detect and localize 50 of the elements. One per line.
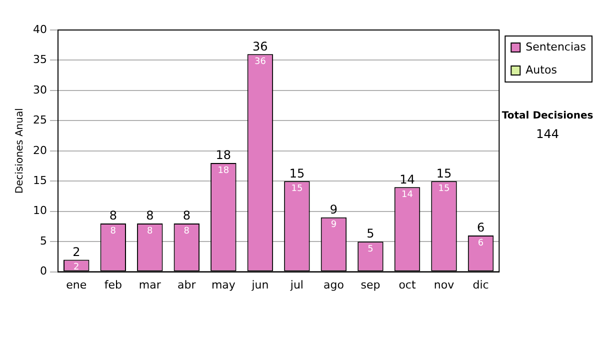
- total-label: 9: [330, 202, 338, 217]
- x-tick-label: ago: [323, 278, 344, 292]
- data-label: 9: [330, 220, 337, 230]
- data-label: 15: [291, 184, 303, 194]
- total-label: 6: [476, 220, 485, 235]
- total-label: 36: [252, 39, 268, 54]
- total-label: 5: [366, 226, 374, 241]
- x-tick-label: ene: [66, 278, 87, 292]
- total-label: 15: [436, 166, 452, 180]
- y-tick-label: 10: [32, 204, 47, 218]
- text: Total Decisiones: [502, 110, 594, 122]
- total-label: 8: [146, 208, 154, 223]
- data-label: 5: [368, 244, 374, 254]
- x-tick-label: dic: [472, 278, 489, 292]
- total-label: 8: [182, 208, 190, 223]
- data-label: 15: [438, 184, 450, 194]
- total-label: 8: [109, 208, 117, 223]
- x-tick-label: nov: [434, 278, 455, 292]
- y-tick-label: 40: [32, 22, 47, 36]
- y-tick-label: 35: [32, 53, 47, 66]
- data-label: 14: [402, 190, 414, 200]
- x-tick-label: feb: [104, 278, 122, 292]
- x-tick-label: sep: [360, 278, 380, 292]
- data-label: 8: [147, 226, 154, 236]
- x-tick-label: abr: [178, 278, 196, 292]
- data-label: 18: [218, 166, 230, 176]
- x-tick-label: jul: [289, 278, 304, 292]
- y-tick-label: 15: [32, 174, 47, 187]
- y-tick-label: 0: [40, 264, 47, 278]
- y-tick-label: 5: [40, 234, 47, 248]
- total-label: 15: [289, 166, 305, 180]
- y-tick-label: 20: [32, 144, 47, 157]
- data-label: 36: [254, 57, 266, 68]
- y-axis-title: Decisiones Anual: [14, 108, 26, 194]
- data-label: 8: [110, 226, 116, 236]
- total-label: 2: [72, 244, 80, 259]
- y-tick-label: 25: [32, 114, 47, 127]
- x-tick-label: oct: [398, 278, 416, 292]
- data-label: 2: [74, 262, 80, 273]
- x-tick-label: mar: [138, 278, 162, 292]
- total-label: 14: [400, 172, 415, 186]
- x-tick-label: may: [211, 278, 236, 292]
- legend-label: Autos: [526, 63, 558, 76]
- legend-label: Sentencias: [526, 40, 586, 54]
- y-tick-label: 30: [32, 83, 47, 96]
- data-label: 6: [478, 238, 484, 248]
- x-tick-label: jun: [250, 278, 269, 292]
- total-label: 18: [216, 148, 232, 162]
- data-label: 8: [184, 226, 190, 236]
- text: 144: [536, 127, 560, 142]
